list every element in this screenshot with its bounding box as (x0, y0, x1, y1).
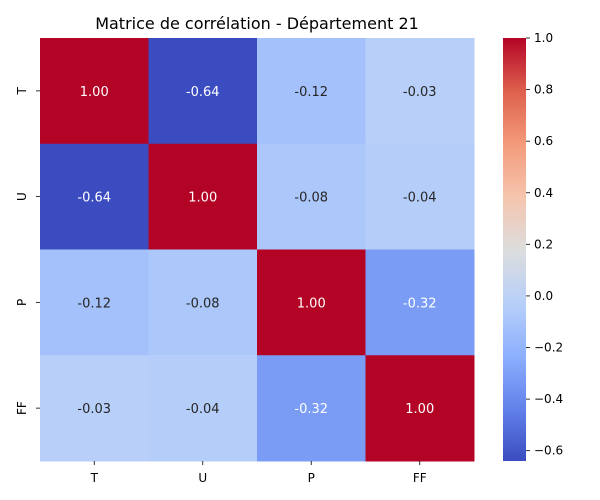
colorbar-tick-label: −0.6 (534, 444, 563, 458)
heatmap-cell (40, 38, 149, 145)
cell-value-label: -0.08 (186, 296, 220, 311)
heatmap-cell (257, 355, 366, 462)
y-tick-label: U (15, 192, 29, 201)
cell-value-label: -0.12 (77, 296, 111, 311)
heatmap-cell (365, 355, 475, 462)
heatmap-cell (40, 143, 149, 250)
colorbar-tick-label: 0.2 (534, 237, 553, 251)
heatmap-cell (257, 249, 366, 356)
y-axis-ticks: T U P FF (15, 87, 40, 415)
x-tick-label: U (198, 471, 207, 485)
x-axis-ticks: T U P FF (90, 461, 427, 485)
heatmap-cell (40, 355, 149, 462)
colorbar-tick-label: 0.0 (534, 289, 553, 303)
heatmap-cell (148, 249, 258, 356)
cell-value-label: -0.12 (294, 85, 328, 100)
cell-value-label: 1.00 (80, 85, 109, 100)
cell-value-label: 1.00 (405, 402, 434, 417)
x-tick-label: T (90, 471, 99, 485)
colorbar-tick-label: 0.4 (534, 186, 553, 200)
cell-value-label: -0.32 (294, 402, 328, 417)
chart-title: Matrice de corrélation - Département 21 (95, 14, 419, 33)
colorbar-tick-label: 0.8 (534, 83, 553, 97)
y-tick-label: P (15, 299, 29, 306)
heatmap-cell (257, 143, 366, 250)
colorbar: −0.6 −0.4 −0.2 0.0 0.2 0.4 0.6 0.8 1.0 (503, 31, 563, 461)
cell-value-label: -0.32 (403, 296, 437, 311)
heatmap-cell (365, 143, 475, 250)
heatmap-cell (365, 38, 475, 145)
cell-value-label: -0.04 (403, 191, 437, 206)
x-tick-label: P (308, 471, 315, 485)
y-tick-label: T (15, 87, 29, 96)
x-tick-label: FF (413, 471, 427, 485)
heatmap-cells: 1.00 -0.64 -0.12 -0.03 -0.64 1.00 -0.08 -0.04 -0… (40, 38, 475, 462)
colorbar-tick-label: 1.0 (534, 31, 553, 45)
heatmap-cell (257, 38, 366, 145)
cell-value-label: -0.08 (294, 191, 328, 206)
cell-value-label: -0.64 (186, 85, 220, 100)
cell-value-label: -0.04 (186, 402, 220, 417)
heatmap-cell (365, 249, 475, 356)
cell-value-label: -0.64 (77, 191, 111, 206)
heatmap-cell (148, 38, 258, 145)
colorbar-tick-label: −0.2 (534, 341, 563, 355)
colorbar-tick-label: −0.4 (534, 392, 563, 406)
cell-value-label: -0.03 (77, 402, 111, 417)
y-tick-label: FF (15, 401, 29, 415)
heatmap-cell (148, 355, 258, 462)
colorbar-tick-label: 0.6 (534, 134, 553, 148)
cell-value-label: 1.00 (297, 296, 326, 311)
heatmap-cell (148, 143, 258, 250)
colorbar-gradient (503, 38, 526, 461)
cell-value-label: -0.03 (403, 85, 437, 100)
heatmap-cell (40, 249, 149, 356)
cell-value-label: 1.00 (188, 191, 217, 206)
